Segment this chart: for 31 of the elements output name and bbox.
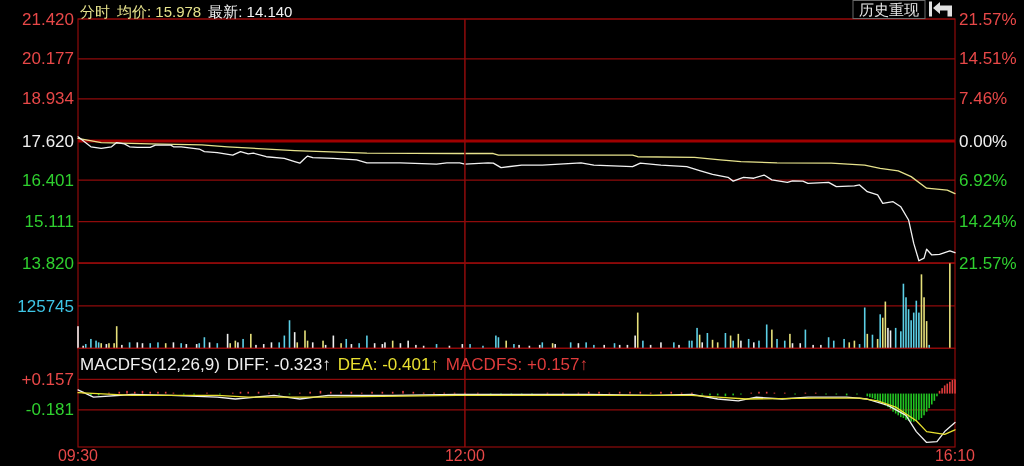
text: 均价: 15.978 [116,2,202,20]
y2-tick-label: 7.46% [959,89,1008,109]
y-tick-label: 18.934 [22,89,74,109]
text: 最新: 14.140 [208,2,293,20]
line-series [77,137,956,195]
y2-tick-label: 14.51% [959,49,1017,69]
x-tick-label: 09:30 [57,447,99,464]
y-tick-label: 13.820 [22,253,74,273]
series-label: DIFF: -0.323↑ [226,355,331,374]
line-series [77,136,956,262]
y-tick-label: 17.620 [22,131,74,151]
y-tick-label: +0.157 [21,369,74,389]
y2-tick-label: 0.00% [959,131,1008,151]
y2-tick-label: 21.57% [959,253,1017,273]
y-tick-label: 16.401 [22,170,74,190]
y2-tick-label: 21.57% [959,9,1017,29]
y-tick-label: 21.420 [22,9,74,29]
chart-title: MACDFS(12,26,9) [80,355,220,374]
y-tick-label: 20.177 [22,49,74,69]
y2-tick-label: 14.24% [959,212,1017,232]
text: 125745 [17,296,74,316]
y2-tick-label: 6.92% [959,170,1008,190]
y-tick-label: 15.111 [24,212,74,232]
chart-title: 分时 [80,2,110,20]
line-series [77,392,956,435]
button: 历史重现 [852,0,926,19]
series-label: MACDFS: +0.157↑ [445,355,589,374]
x-tick-label: 16:10 [934,447,976,464]
x-tick-label: 12:00 [444,447,486,464]
y-tick-label: -0.181 [25,400,74,420]
series-label: DEA: -0.401↑ [337,355,439,374]
